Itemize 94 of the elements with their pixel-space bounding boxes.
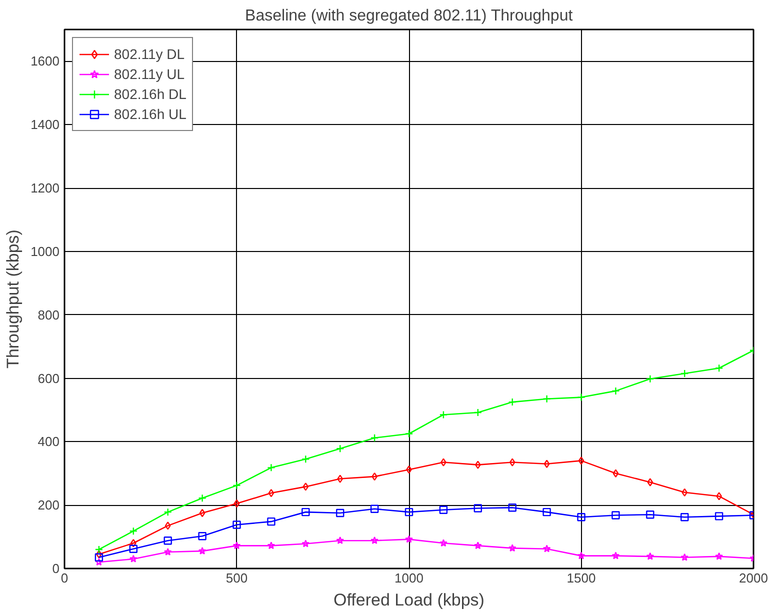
point xyxy=(474,542,482,550)
x-tick-label: 1000 xyxy=(394,570,424,586)
point xyxy=(267,517,276,526)
x-axis-title: Offered Load (kbps) xyxy=(334,590,484,610)
point xyxy=(129,554,138,562)
point xyxy=(198,546,206,554)
x-tick-label: 1500 xyxy=(566,570,596,586)
point xyxy=(302,482,309,491)
point xyxy=(542,508,551,516)
legend-label: 802.11y DL xyxy=(114,46,185,62)
point xyxy=(370,536,378,544)
point xyxy=(95,558,103,566)
point xyxy=(234,499,240,508)
point xyxy=(164,548,172,556)
point xyxy=(336,444,344,453)
point xyxy=(509,458,516,466)
point xyxy=(164,508,172,516)
point xyxy=(647,478,654,486)
legend-label: 802.16h DL xyxy=(114,86,186,102)
point xyxy=(404,508,414,516)
point xyxy=(198,532,206,540)
point xyxy=(612,386,620,396)
point xyxy=(508,544,516,552)
point xyxy=(714,364,724,372)
point xyxy=(508,504,516,512)
legend-label: 802.16h UL xyxy=(114,106,186,122)
point xyxy=(164,522,171,530)
point xyxy=(232,542,241,550)
y-axis-title: Throughput (kbps) xyxy=(4,230,23,368)
point xyxy=(646,510,654,519)
point xyxy=(577,552,586,560)
point xyxy=(94,553,104,562)
point xyxy=(336,536,344,544)
y-tick-label: 1000 xyxy=(30,244,60,259)
point xyxy=(680,553,689,561)
point xyxy=(716,492,722,500)
point xyxy=(440,458,446,466)
point xyxy=(302,540,310,548)
point xyxy=(612,469,619,478)
chart-title: Baseline (with segregated 802.11) Throughput xyxy=(245,8,574,24)
point xyxy=(302,508,310,516)
y-tick-label: 400 xyxy=(38,434,60,450)
point xyxy=(680,513,689,522)
point xyxy=(474,408,482,417)
y-tick-label: 600 xyxy=(38,370,60,386)
point xyxy=(94,545,104,554)
point xyxy=(96,550,102,558)
point xyxy=(267,542,276,550)
point xyxy=(267,464,276,472)
point xyxy=(268,488,274,498)
point xyxy=(542,394,551,403)
y-tick-label: 200 xyxy=(38,498,60,513)
x-tick-label: 2000 xyxy=(739,570,768,586)
point xyxy=(337,474,344,483)
point xyxy=(474,460,481,469)
point xyxy=(508,398,516,406)
point xyxy=(680,369,689,378)
point xyxy=(370,504,379,513)
point xyxy=(439,506,448,514)
y-tick-label: 1600 xyxy=(30,54,60,69)
point xyxy=(198,494,206,502)
point xyxy=(336,508,344,518)
point xyxy=(199,508,206,518)
point xyxy=(130,539,136,548)
point xyxy=(646,552,654,560)
point xyxy=(544,460,550,468)
legend-label: 802.11y UL xyxy=(114,66,185,82)
point xyxy=(474,504,482,512)
point xyxy=(302,455,310,464)
point xyxy=(612,511,620,520)
point xyxy=(577,513,586,522)
point xyxy=(439,410,448,419)
point xyxy=(612,552,620,560)
point xyxy=(232,481,241,490)
y-tick-label: 1400 xyxy=(30,117,60,132)
point xyxy=(714,512,724,520)
point xyxy=(646,374,654,383)
y-tick-label: 1200 xyxy=(30,180,60,196)
x-tick-label: 500 xyxy=(226,570,248,586)
point xyxy=(542,544,551,552)
point xyxy=(682,488,688,497)
point xyxy=(578,456,584,465)
point xyxy=(577,393,586,402)
point xyxy=(440,539,448,547)
y-tick-label: 800 xyxy=(38,307,60,322)
point xyxy=(129,526,138,536)
point xyxy=(232,520,241,529)
point xyxy=(129,544,138,553)
y-tick-label: 0 xyxy=(52,561,60,576)
point xyxy=(164,536,172,545)
point xyxy=(370,434,379,442)
point xyxy=(404,430,414,438)
point xyxy=(405,535,413,543)
point xyxy=(715,552,723,560)
